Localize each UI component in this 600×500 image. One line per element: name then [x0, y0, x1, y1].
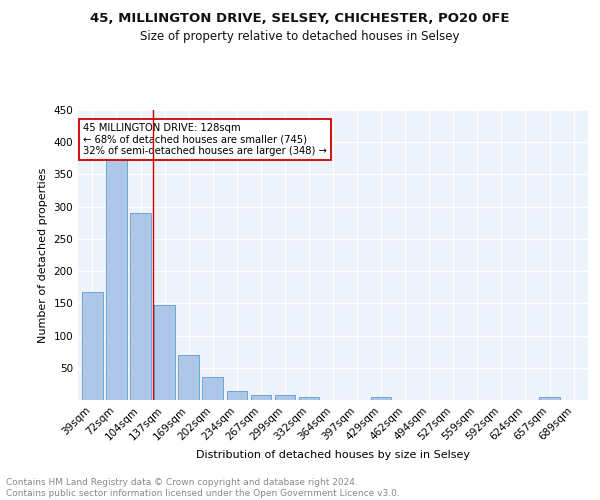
Bar [371, 398, 391, 400]
Text: 45, MILLINGTON DRIVE, SELSEY, CHICHESTER, PO20 0FE: 45, MILLINGTON DRIVE, SELSEY, CHICHESTER… [90, 12, 510, 26]
Bar [299, 398, 319, 400]
Y-axis label: Number of detached properties: Number of detached properties [38, 168, 48, 342]
Text: 45 MILLINGTON DRIVE: 128sqm
← 68% of detached houses are smaller (745)
32% of se: 45 MILLINGTON DRIVE: 128sqm ← 68% of det… [83, 123, 327, 156]
Bar [251, 395, 271, 400]
Bar [202, 378, 223, 400]
Text: Size of property relative to detached houses in Selsey: Size of property relative to detached ho… [140, 30, 460, 43]
X-axis label: Distribution of detached houses by size in Selsey: Distribution of detached houses by size … [196, 450, 470, 460]
Bar [178, 355, 199, 400]
Bar [275, 395, 295, 400]
Bar [539, 398, 560, 400]
Bar [130, 213, 151, 400]
Bar [154, 304, 175, 400]
Text: Contains HM Land Registry data © Crown copyright and database right 2024.
Contai: Contains HM Land Registry data © Crown c… [6, 478, 400, 498]
Bar [82, 292, 103, 400]
Bar [227, 391, 247, 400]
Bar [106, 158, 127, 400]
